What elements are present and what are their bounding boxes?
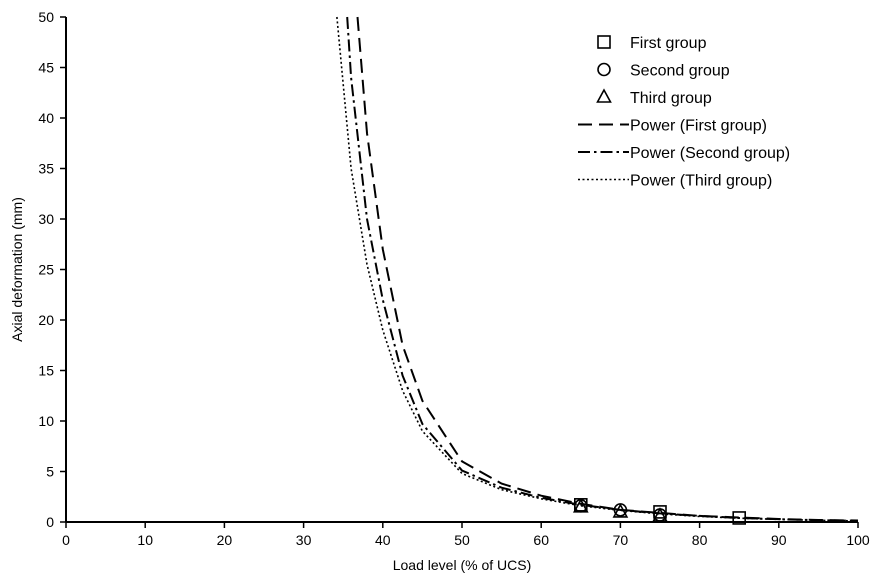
x-tick-label: 40 (375, 532, 391, 548)
trendline-1 (356, 16, 859, 522)
legend-label: Second group (630, 63, 730, 80)
x-tick-label: 70 (613, 532, 629, 548)
x-ticks: 0 10 20 30 40 50 60 70 80 90 100 (62, 522, 870, 548)
y-axis-title: Axial deformation (mm) (9, 197, 25, 342)
x-tick-label: 90 (771, 532, 787, 548)
x-axis-title: Load level (% of UCS) (393, 557, 532, 573)
data-point-series-3 (652, 507, 668, 522)
x-tick-label: 80 (692, 532, 708, 548)
series-layer (336, 16, 859, 525)
y-ticks: 0 5 10 15 20 25 30 35 40 45 50 (38, 9, 66, 530)
trendline-3 (336, 16, 859, 522)
y-tick-label: 30 (38, 211, 54, 227)
legend-label: Power (Third group) (630, 173, 772, 190)
data-point-series-1 (732, 511, 747, 525)
y-tick-label: 50 (38, 9, 54, 25)
x-tick-label: 0 (62, 532, 70, 548)
y-tick-label: 15 (38, 363, 54, 379)
x-tick-label: 10 (137, 532, 153, 548)
legend-marker-triangle (596, 88, 612, 103)
legend-label: Power (Second group) (630, 145, 790, 162)
legend-marker-square (597, 35, 611, 49)
x-tick-label: 30 (296, 532, 312, 548)
x-tick-label: 100 (846, 532, 870, 548)
x-tick-label: 50 (454, 532, 470, 548)
x-tick-label: 60 (533, 532, 549, 548)
y-tick-label: 45 (38, 60, 54, 76)
y-tick-label: 20 (38, 312, 54, 328)
y-tick-label: 25 (38, 262, 54, 278)
y-tick-label: 10 (38, 413, 54, 429)
data-point-series-3 (572, 498, 589, 513)
y-tick-label: 0 (46, 514, 54, 530)
axes (65, 17, 858, 523)
legend-label: Power (First group) (630, 118, 767, 135)
y-tick-label: 35 (38, 161, 54, 177)
y-tick-label: 40 (38, 110, 54, 126)
legend-label: First group (630, 35, 707, 52)
data-point-series-3 (612, 503, 629, 518)
data-point-series-2 (653, 508, 667, 522)
legend-marker-circle (597, 62, 611, 77)
legend: First group Second group Third group Power … (578, 35, 790, 190)
y-tick-label: 5 (46, 464, 54, 480)
legend-label: Third group (630, 90, 712, 107)
x-tick-label: 20 (217, 532, 233, 548)
